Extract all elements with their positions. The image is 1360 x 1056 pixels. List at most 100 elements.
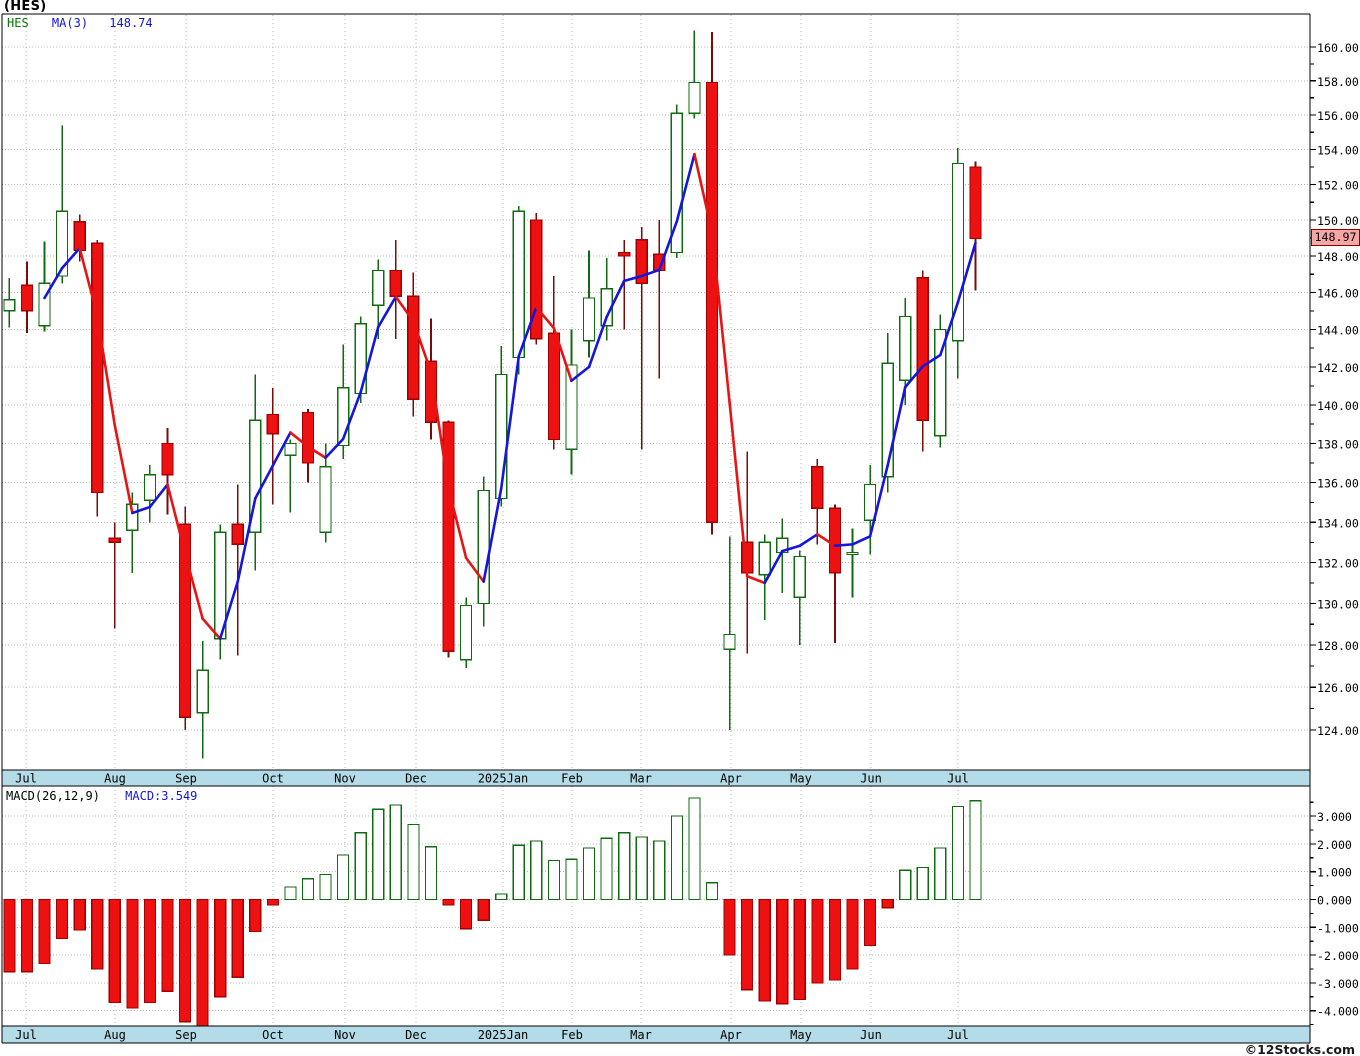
- macd-bar: [477, 898, 490, 921]
- ma-line-segment: [640, 268, 661, 278]
- macd-bar: [934, 847, 947, 901]
- macd-bar: [372, 808, 385, 901]
- month-label: Oct: [262, 772, 284, 786]
- macd-bar: [635, 836, 648, 901]
- macd-bar: [231, 898, 244, 978]
- macd-bar: [705, 882, 719, 901]
- ma-value: 148.74: [109, 16, 153, 30]
- macd-bar: [178, 898, 192, 1023]
- macd-bar: [214, 898, 227, 998]
- macd-bar: [600, 837, 613, 901]
- price-axis-label: 146.00: [1317, 286, 1359, 300]
- candlestick: [793, 555, 806, 598]
- macd-bar: [143, 898, 157, 1003]
- month-label: May: [790, 772, 812, 786]
- ma-line-segment: [271, 431, 292, 467]
- macd-bar: [424, 846, 438, 901]
- macd-bar: [20, 898, 34, 973]
- candlestick: [354, 323, 367, 395]
- macd-bar: [618, 832, 631, 901]
- candlestick: [495, 373, 508, 500]
- candlestick: [565, 364, 578, 450]
- month-label: Aug: [104, 772, 126, 786]
- macd-bar: [38, 898, 51, 965]
- macd-bar: [284, 886, 297, 901]
- macd-bar: [512, 844, 525, 901]
- ma-line-segment: [693, 152, 714, 234]
- price-axis-label: 158.00: [1317, 75, 1359, 89]
- macd-bar: [582, 847, 596, 901]
- candlestick: [143, 474, 157, 502]
- macd-bar: [899, 869, 912, 901]
- ma-line-segment: [166, 483, 187, 555]
- ma-line-segment: [183, 551, 204, 620]
- macd-bar: [969, 800, 982, 901]
- macd-value-label: MACD:3.549: [125, 789, 198, 803]
- macd-bar: [442, 898, 455, 906]
- candlestick: [547, 332, 561, 441]
- ma-line-segment: [60, 246, 81, 270]
- month-axis-top: [2, 770, 1310, 786]
- ma-line-segment: [131, 505, 152, 515]
- macd-axis-label: 3.000: [1317, 810, 1352, 824]
- candlestick: [442, 421, 455, 652]
- month-label: Jul: [15, 1028, 37, 1042]
- candlestick: [336, 387, 350, 447]
- macd-bar: [653, 840, 666, 901]
- month-axis-bottom: [2, 1026, 1310, 1043]
- ma-line-segment: [903, 364, 925, 389]
- price-axis-label: 148.00: [1317, 250, 1359, 264]
- macd-bar: [354, 832, 367, 901]
- candlestick: [530, 219, 543, 340]
- ma-line-segment: [447, 487, 468, 560]
- candlestick: [55, 210, 69, 277]
- macd-bar: [108, 898, 121, 1003]
- candlestick: [319, 466, 332, 533]
- month-label: Feb: [561, 1028, 583, 1042]
- candlestick: [688, 81, 701, 114]
- ma-line-segment: [499, 354, 521, 490]
- price-axis-label: 128.00: [1317, 639, 1359, 653]
- candlestick: [723, 633, 736, 650]
- ma-line-segment: [658, 219, 679, 272]
- macd-bar: [389, 804, 402, 901]
- macd-bar: [91, 898, 104, 970]
- ma-line-segment: [341, 390, 363, 441]
- macd-bar: [846, 898, 859, 970]
- candlestick: [20, 284, 34, 312]
- month-label: May: [790, 1028, 812, 1042]
- macd-bar: [530, 840, 543, 901]
- macd-params-label: MACD(26,12,9): [6, 789, 100, 803]
- price-axis-label: 140.00: [1317, 399, 1359, 413]
- month-label: Aug: [104, 1028, 126, 1042]
- macd-bar: [459, 898, 473, 930]
- month-label: Jun: [860, 772, 882, 786]
- month-label: Mar: [630, 1028, 652, 1042]
- macd-axis-label: -2.000: [1317, 949, 1359, 963]
- price-axis-label: 136.00: [1317, 477, 1359, 491]
- ma-line-segment: [535, 305, 556, 330]
- price-axis-label: 126.00: [1317, 681, 1359, 695]
- price-axis-label: 124.00: [1317, 724, 1359, 738]
- month-label: Oct: [262, 1028, 284, 1042]
- price-axis-label: 150.00: [1317, 214, 1359, 228]
- macd-bar: [249, 898, 262, 933]
- ma-line-segment: [95, 313, 117, 427]
- month-label: Jun: [860, 1028, 882, 1042]
- macd-bar: [55, 898, 69, 940]
- month-label: Sep: [175, 1028, 197, 1042]
- ma-line-segment: [868, 464, 889, 538]
- macd-bar: [758, 898, 771, 1002]
- candlestick: [108, 537, 121, 544]
- macd-bar: [196, 898, 209, 1027]
- month-label: Mar: [630, 772, 652, 786]
- candlestick: [705, 81, 719, 523]
- ma-line-segment: [921, 353, 942, 368]
- month-label: 2025Jan: [478, 772, 529, 786]
- macd-axis-label: -3.000: [1317, 977, 1359, 991]
- ma-line-segment: [956, 241, 977, 304]
- month-label: Apr: [720, 772, 742, 786]
- macd-bar: [670, 815, 683, 901]
- price-axis-label: 142.00: [1317, 361, 1359, 375]
